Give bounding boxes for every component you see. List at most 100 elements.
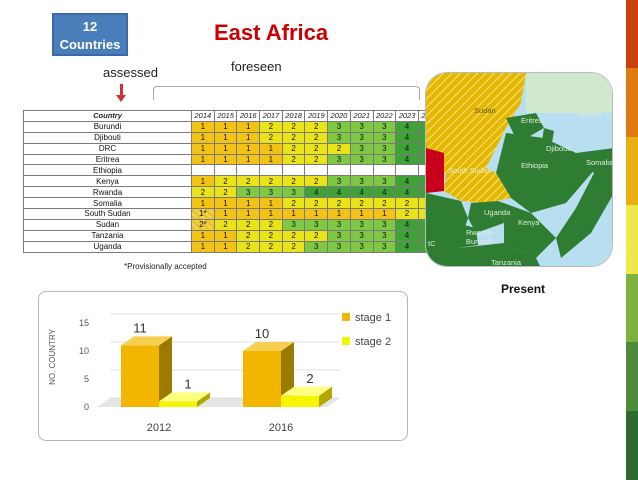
level-cell: 1 — [191, 175, 215, 188]
level-cell: 1 — [213, 240, 238, 253]
map-svg: Sudan Eritrea Yemen Djibouti Ethiopia Somalia… — [426, 73, 612, 266]
table-header-row: Country 2014 2015 2016 2017 2018 2019 2020 2021… — [23, 110, 442, 122]
table-row: DRC11112223344 — [23, 142, 442, 155]
slide-title: East Africa — [214, 20, 329, 45]
data-label: 11 — [133, 320, 147, 335]
level-cell: 3 — [349, 229, 374, 242]
level-cell: 1 — [372, 208, 397, 220]
badge-label: Countries — [59, 37, 121, 52]
level-cell: 3 — [327, 131, 351, 144]
country-name: Kenya — [23, 175, 192, 188]
bar-top — [243, 342, 294, 351]
foreseen-label: foreseen — [231, 59, 282, 74]
level-cell: 2 — [281, 131, 306, 144]
level-cell: 3 — [304, 218, 329, 231]
level-cell: 2 — [304, 120, 329, 133]
country-name: Somalia — [23, 197, 192, 210]
map-labels: Sudan Eritrea Yemen Djibouti Ethiopia Somalia… — [428, 106, 612, 266]
level-cell: 1 — [259, 197, 283, 210]
map-label: Djibouti — [546, 144, 571, 153]
uganda-shape — [468, 201, 504, 233]
level-cell: 4 — [395, 153, 419, 166]
chad-shape — [426, 148, 444, 193]
badge-count: 12 — [82, 19, 98, 34]
legend-swatch — [342, 337, 350, 345]
level-cell: 2 — [259, 120, 283, 133]
bar-front — [121, 345, 159, 407]
level-cell: 1 — [304, 208, 329, 220]
level-cell: 1 — [236, 208, 261, 220]
y-tick-label: 15 — [79, 318, 89, 328]
level-cell: 2 — [304, 175, 329, 188]
level-cell: 1 — [236, 153, 261, 166]
header-year: 2023 — [395, 110, 419, 122]
data-label: 1 — [184, 376, 191, 391]
level-cell: 1 — [259, 153, 283, 166]
drc-shape — [426, 193, 468, 266]
level-cell: 3 — [327, 120, 351, 133]
country-name: DRC — [23, 142, 192, 155]
level-cell: 4 — [327, 186, 351, 199]
level-cell: 1 — [191, 153, 215, 166]
header-year: 2018 — [281, 110, 306, 122]
level-cell: 3 — [281, 218, 306, 231]
level-cell: 2 — [236, 240, 261, 253]
level-cell: 1 — [191, 229, 215, 242]
country-name: Eritrea — [23, 153, 192, 166]
level-cell: 4 — [395, 218, 419, 231]
table-row: Tanzania11222233344 — [23, 229, 442, 242]
table-row: Ethiopia — [23, 164, 442, 177]
country-name: Tanzania — [23, 229, 192, 242]
level-cell: 3 — [259, 186, 283, 199]
level-cell: 4 — [395, 229, 419, 242]
map-label: Rwanda — [466, 228, 494, 237]
present-label: Present — [501, 282, 546, 296]
level-cell: 3 — [372, 218, 397, 231]
level-cell: 2 — [304, 197, 329, 210]
y-tick-label: 10 — [79, 346, 89, 356]
level-cell: 1 — [259, 208, 283, 220]
level-cell: 2 — [236, 218, 261, 231]
level-cell: 2 — [281, 142, 306, 155]
level-cell: 3 — [304, 240, 329, 253]
map-label: Uganda — [484, 208, 511, 217]
level-cell: 1 — [236, 120, 261, 133]
level-cell: 3 — [327, 240, 351, 253]
map-label: Yemen — [578, 110, 601, 119]
level-cell: 1 — [327, 208, 351, 220]
level-cell: 2 — [281, 120, 306, 133]
level-cell: 1 — [213, 142, 238, 155]
map-label: Kenya — [518, 218, 540, 227]
level-cell — [236, 164, 261, 177]
level-cell: 2 — [327, 142, 351, 155]
header-year: 2014 — [191, 110, 215, 122]
table-row: Eritrea11112233344 — [23, 153, 442, 166]
level-cell: 3 — [281, 186, 306, 199]
level-cell: 3 — [327, 229, 351, 242]
bar-top — [281, 386, 332, 396]
data-label: 2 — [306, 371, 313, 386]
bar-side — [319, 386, 332, 407]
level-cell: 1 — [213, 120, 238, 133]
level-cell: 2 — [395, 197, 419, 210]
level-cell: 4 — [304, 186, 329, 199]
map-label: Sudan — [474, 106, 496, 115]
level-cell — [372, 164, 397, 177]
header-year: 2022 — [372, 110, 397, 122]
level-cell: 2 — [304, 229, 329, 242]
level-cell: 3 — [349, 120, 374, 133]
color-stripe — [626, 205, 638, 275]
level-cell: 2 — [259, 175, 283, 188]
header-year: 2016 — [236, 110, 261, 122]
level-cell: 3 — [372, 131, 397, 144]
level-cell: 1 — [213, 229, 238, 242]
bar-side — [159, 336, 172, 407]
header-year: 2015 — [213, 110, 238, 122]
level-cell — [281, 164, 306, 177]
footnote: *Provisionally accepted — [124, 262, 207, 271]
assessment-table: Country 2014 2015 2016 2017 2018 2019 2020 2021… — [23, 110, 442, 253]
